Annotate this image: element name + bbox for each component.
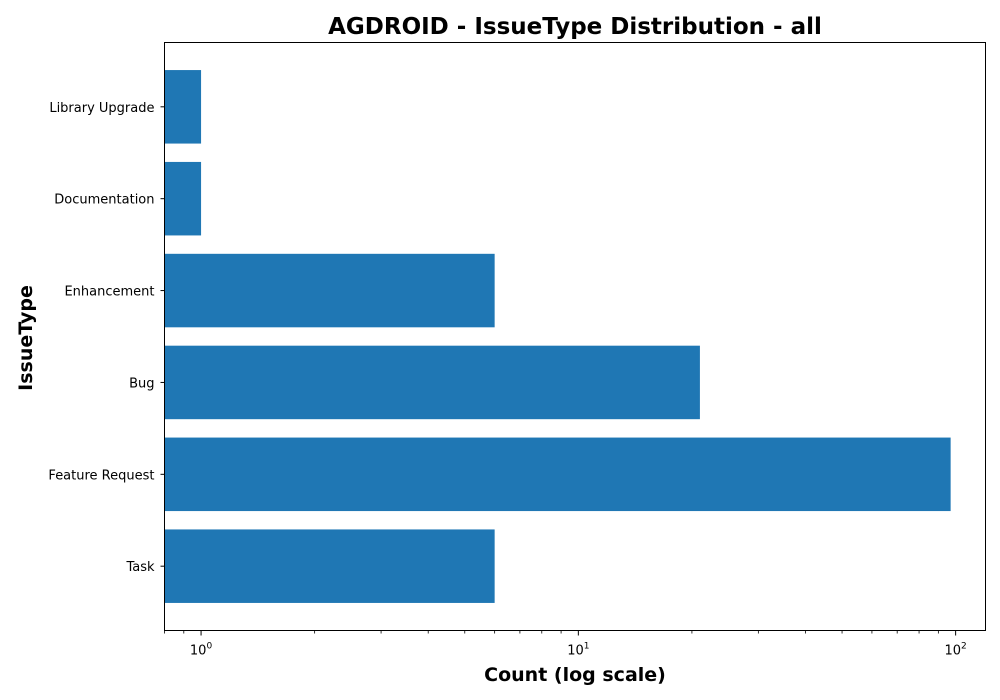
bar-feature-request — [164, 437, 951, 512]
y-tick-label: Feature Request — [48, 468, 154, 483]
y-tick-label: Documentation — [54, 193, 154, 208]
bars-layer — [164, 70, 951, 603]
bar-enhancement — [164, 253, 495, 328]
plot-frame — [164, 42, 986, 631]
bar-library-upgrade — [164, 70, 202, 144]
bar-task — [164, 529, 495, 603]
x-axis-title: Count (log scale) — [484, 664, 666, 686]
x-tick-label: 100 — [190, 642, 213, 659]
x-tick-label: 101 — [567, 642, 589, 659]
y-tick-label: Enhancement — [64, 285, 154, 300]
x-tick-label: 102 — [944, 642, 966, 659]
bar-documentation — [164, 161, 202, 236]
y-tick-label: Library Upgrade — [49, 101, 154, 116]
chart-title: AGDROID - IssueType Distribution - all — [328, 14, 822, 40]
y-tick-label: Task — [125, 560, 155, 575]
y-tick-label: Bug — [129, 376, 154, 391]
axes-layer: Task Feature Request Bug Enhancement Documen… — [48, 101, 966, 659]
bar-bug — [164, 345, 700, 420]
y-axis-title: IssueType — [15, 285, 37, 391]
